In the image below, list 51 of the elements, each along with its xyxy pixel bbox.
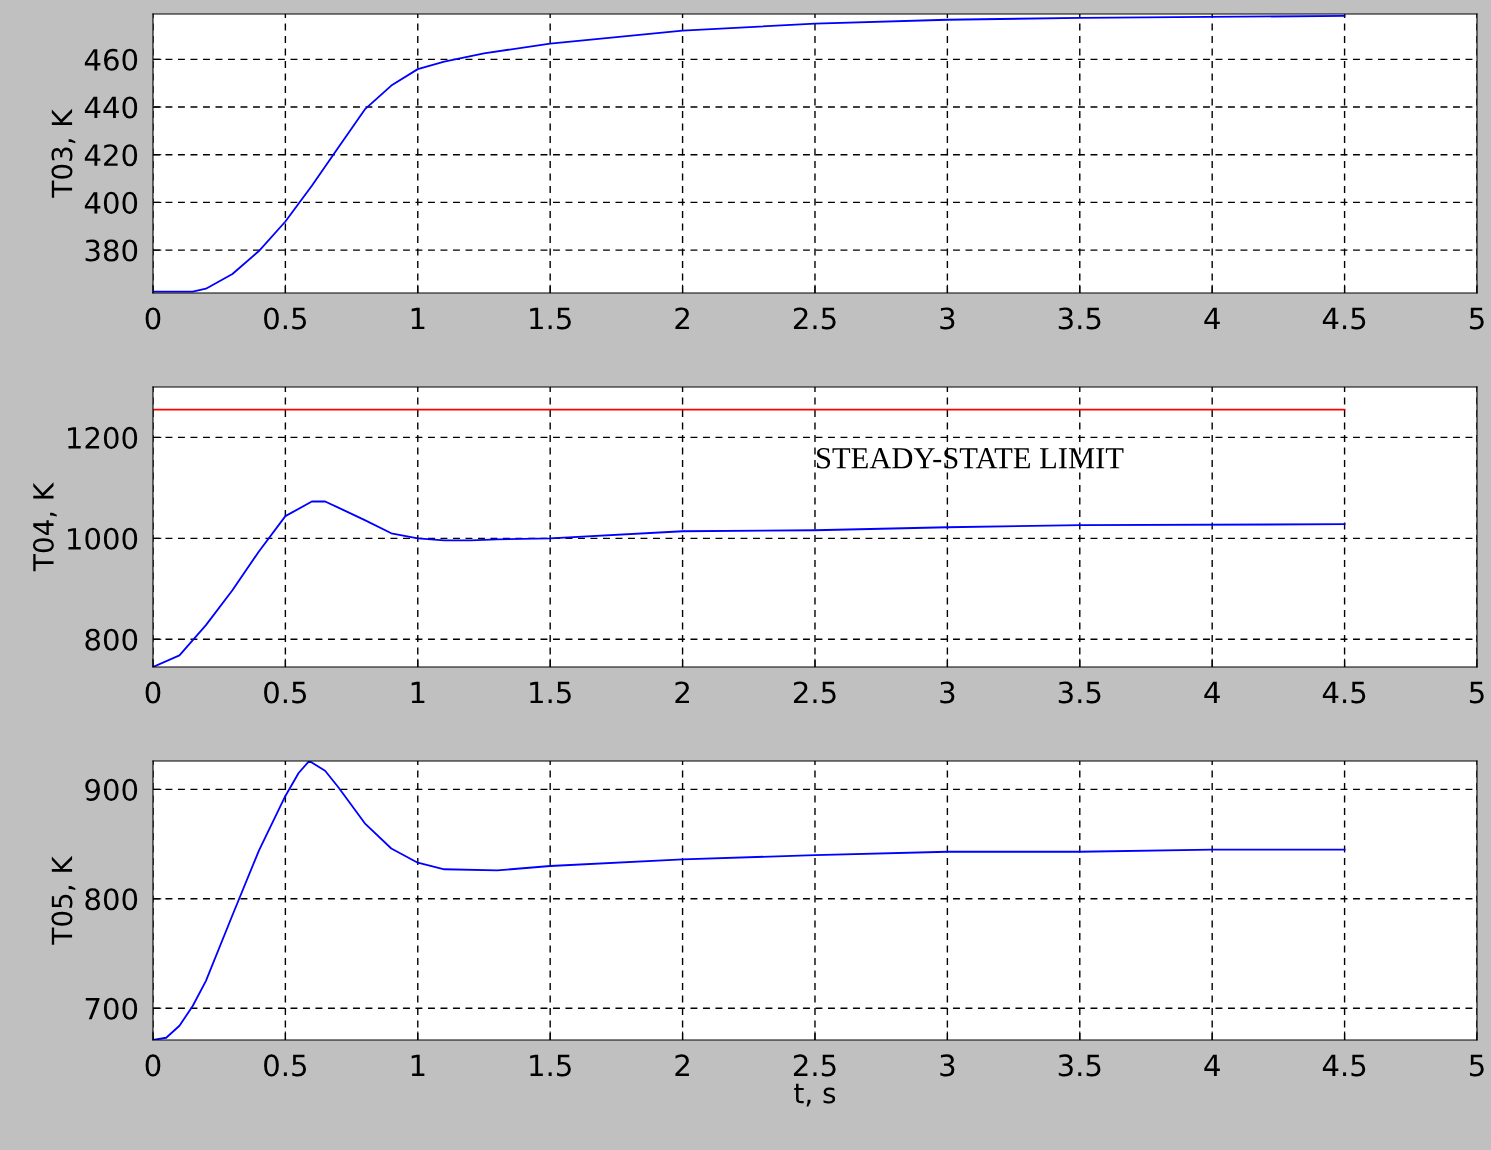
- x-tick-label: 1.5: [530, 681, 571, 704]
- y-tick-label: 800: [85, 628, 138, 651]
- y-tick-label: 440: [84, 96, 138, 119]
- x-tick-label: 4.5: [1322, 1054, 1366, 1077]
- x-tick-label: 1.5: [530, 1054, 571, 1077]
- x-tick-label: 4.5: [1322, 681, 1366, 704]
- y-axis-title: T03, K: [51, 108, 76, 198]
- x-axis-title: t, s: [794, 1083, 836, 1107]
- x-tick-label: 1: [411, 1054, 425, 1076]
- y-tick-label: 900: [85, 778, 138, 801]
- x-tick-label: 0: [145, 307, 161, 330]
- y-tick-label: 800: [85, 888, 138, 911]
- x-tick-label: 3: [940, 307, 955, 330]
- x-tick-label: 2.5: [793, 681, 836, 704]
- line-series: [152, 500, 1346, 667]
- x-tick-label: 3.5: [1058, 1054, 1101, 1077]
- x-tick-label: 3.5: [1058, 681, 1101, 704]
- x-tick-label: 1: [411, 681, 425, 704]
- x-tick-label: 4: [1204, 307, 1220, 330]
- y-tick-label: 700: [85, 997, 138, 1020]
- x-tick-label: 2.5: [793, 307, 836, 330]
- x-tick-label: 3: [940, 1054, 955, 1077]
- y-tick-label: 420: [84, 144, 138, 167]
- x-tick-label: 5: [1469, 307, 1484, 330]
- x-tick-label: 0: [145, 681, 161, 704]
- y-axis-title: T05, K: [51, 855, 76, 945]
- y-tick-label: 460: [84, 48, 138, 71]
- line-series: [152, 15, 1346, 293]
- x-tick-label: 4: [1204, 1054, 1220, 1076]
- x-tick-label: 2: [675, 307, 689, 330]
- x-tick-label: 4.5: [1322, 307, 1366, 330]
- x-tick-label: 5: [1469, 681, 1484, 704]
- x-tick-label: 1: [411, 307, 425, 330]
- y-axis-title: T04, K: [32, 482, 57, 572]
- y-tick-label: 1000: [68, 527, 138, 550]
- x-tick-label: 0.5: [264, 307, 307, 330]
- x-tick-label: 0.5: [264, 681, 307, 704]
- y-tick-label: 380: [85, 239, 138, 262]
- y-tick-label: 1200: [68, 426, 138, 449]
- x-tick-label: 3: [940, 681, 955, 704]
- y-tick-label: 400: [84, 191, 138, 214]
- x-tick-label: 0.5: [264, 1054, 307, 1077]
- annotation: STEADY-STATE LIMIT: [817, 448, 1124, 469]
- x-tick-label: 2: [675, 1054, 689, 1076]
- x-tick-label: 0: [145, 1054, 161, 1077]
- x-tick-label: 2.5: [793, 1054, 836, 1077]
- x-tick-label: 3.5: [1058, 307, 1101, 330]
- x-tick-label: 2: [675, 681, 689, 704]
- x-tick-label: 5: [1469, 1054, 1484, 1077]
- x-tick-label: 1.5: [530, 307, 571, 330]
- x-tick-label: 4: [1204, 681, 1220, 704]
